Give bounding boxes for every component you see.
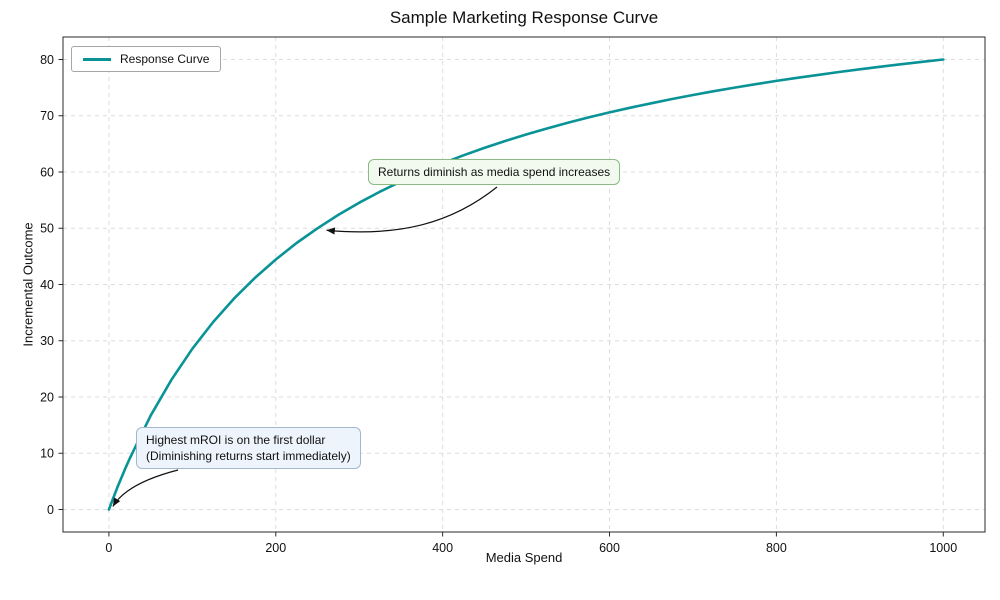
y-axis-label: Incremental Outcome [20,222,36,347]
plot-title: Sample Marketing Response Curve [389,8,659,27]
x-tick-label: 1000 [929,541,957,555]
x-tick-label: 0 [105,541,112,555]
y-tick-label: 40 [40,278,54,292]
response-curve-line [107,58,945,511]
response-curve-series [107,58,945,511]
y-tick-label: 10 [40,447,54,461]
x-tick-label: 200 [265,541,286,555]
y-tick-label: 30 [40,334,54,348]
legend-label: Response Curve [120,52,210,66]
y-tick-label: 70 [40,109,54,123]
annotation-arrows [112,186,498,507]
grid-lines [63,37,985,532]
axes-spines [62,36,986,533]
x-axis-label: Media Spend [485,550,563,565]
y-tick-label: 0 [47,503,54,517]
annotation-highest-mroi: Highest mROI is on the first dollar (Dim… [136,427,361,470]
y-tick-label: 50 [40,222,54,236]
legend: Response Curve [71,46,222,72]
axis-ticks: 0 200 400 600 800 1000 0 10 20 30 40 50 60 70 80 [40,53,957,555]
x-tick-label: 800 [766,541,787,555]
y-tick-label: 60 [40,165,54,179]
y-tick-label: 80 [40,53,54,67]
annotation-diminishing-returns: Returns diminish as media spend increase… [368,159,621,186]
y-tick-label: 20 [40,390,54,404]
annotation-arrow-diminishing [326,186,498,235]
annotation-arrow-mroi [112,469,179,507]
x-tick-label: 400 [432,541,453,555]
x-tick-label: 600 [599,541,620,555]
axes-frame [62,36,986,533]
legend-line-swatch [83,57,111,61]
